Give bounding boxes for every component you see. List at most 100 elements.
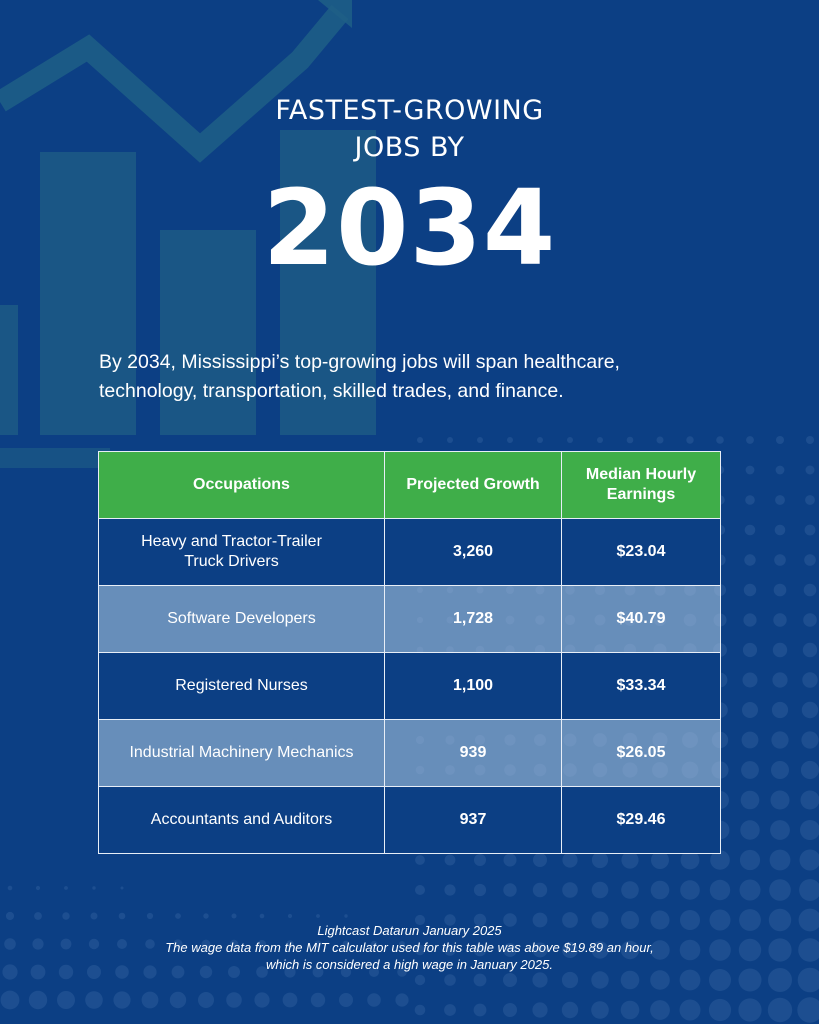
decor-dot	[620, 970, 640, 990]
decor-dot	[769, 849, 791, 871]
decor-dot	[287, 913, 293, 919]
decor-arrow-head	[318, 0, 352, 28]
decor-dot	[686, 436, 694, 444]
decor-dot	[169, 991, 187, 1009]
decor-dot	[680, 910, 700, 930]
decor-dot	[32, 938, 44, 950]
decor-dot	[679, 999, 701, 1021]
decor-dot	[414, 944, 426, 956]
decor-dot	[562, 942, 578, 958]
decor-dot	[621, 911, 639, 929]
decor-dot	[768, 938, 792, 962]
decor-dot	[767, 997, 793, 1023]
footer-source: Lightcast Datarun January 2025	[317, 923, 502, 938]
decor-dot	[621, 881, 639, 899]
decor-dot	[88, 938, 100, 950]
decor-dot	[367, 993, 381, 1007]
decor-dot	[776, 436, 784, 444]
decor-dot	[370, 940, 378, 948]
decor-dot	[173, 939, 183, 949]
decor-dot	[503, 913, 517, 927]
decor-dot	[0, 990, 20, 1010]
decor-band	[0, 448, 110, 468]
decor-dot	[739, 909, 761, 931]
decor-bar	[280, 130, 376, 435]
decor-dot	[620, 940, 640, 960]
decor-dot	[503, 883, 517, 897]
decor-dot	[799, 849, 819, 871]
decor-dot	[60, 938, 72, 950]
column-header-projected-growth: Projected Growth	[384, 451, 562, 519]
decor-dot	[203, 913, 209, 919]
decor-dot	[145, 939, 155, 949]
decor-dot	[771, 701, 789, 719]
decor-dot	[621, 851, 639, 869]
decor-dot	[650, 940, 670, 960]
decor-dot	[738, 968, 762, 992]
decor-dot	[532, 912, 548, 928]
decor-dot	[561, 971, 579, 989]
decor-dot	[591, 881, 609, 899]
decor-dot	[444, 1004, 456, 1016]
footer-note-line-2: which is considered a high wage in Janua…	[266, 957, 553, 972]
cell-earnings: $23.04	[561, 518, 721, 586]
decor-dot	[64, 886, 68, 890]
decor-dot	[5, 911, 15, 921]
decor-dot	[770, 790, 790, 810]
decor-dot	[284, 966, 296, 978]
decor-dot	[417, 437, 423, 443]
decor-dot	[259, 913, 265, 919]
table-row: Accountants and Auditors 937 $29.46	[98, 786, 721, 854]
decor-dot	[444, 884, 456, 896]
decor-dot	[716, 436, 724, 444]
decor-dot	[739, 879, 761, 901]
decor-dot	[447, 437, 453, 443]
decor-dot	[503, 943, 517, 957]
decor-bar	[160, 230, 256, 435]
decor-dot	[772, 672, 788, 688]
decor-dot	[444, 974, 456, 986]
decor-dot	[286, 940, 294, 948]
decor-dot	[254, 992, 270, 1008]
decor-dot	[310, 992, 326, 1008]
cell-occupation: Software Developers	[98, 585, 385, 653]
decor-dot	[344, 914, 348, 918]
decor-dot	[738, 998, 762, 1022]
decor-dot	[85, 991, 103, 1009]
decor-dot	[117, 939, 127, 949]
decor-dot	[444, 944, 456, 956]
decor-dot	[738, 938, 762, 962]
decor-dot	[395, 993, 409, 1007]
decor-dot	[258, 940, 266, 948]
decor-dot	[90, 912, 98, 920]
decor-dot	[62, 912, 70, 920]
column-header-median-hourly-earnings: Median Hourly Earnings	[561, 451, 721, 519]
decor-dot	[7, 885, 13, 891]
decor-dot	[473, 883, 487, 897]
decor-dot	[805, 495, 815, 505]
decor-dot	[146, 912, 154, 920]
cell-growth: 937	[384, 786, 562, 854]
cell-earnings: $33.34	[561, 652, 721, 720]
decor-dot	[113, 991, 131, 1009]
decor-bar	[40, 152, 136, 435]
decor-dot	[804, 524, 816, 536]
decor-dot	[768, 908, 792, 932]
decor-dot	[226, 992, 242, 1008]
decor-dot	[800, 790, 819, 810]
decor-dot	[806, 436, 814, 444]
decor-dot	[591, 1001, 609, 1019]
decor-dot	[507, 437, 513, 443]
decor-dot	[533, 853, 547, 867]
decor-dot	[316, 914, 320, 918]
cell-growth: 1,728	[384, 585, 562, 653]
decor-dot	[650, 880, 670, 900]
decor-dot	[740, 820, 760, 840]
decor-dot	[92, 886, 96, 890]
decor-dot	[369, 967, 379, 977]
decor-dot	[805, 465, 815, 475]
title-line-2: JOBS BY	[354, 132, 465, 163]
decor-dot	[797, 967, 819, 993]
decor-dot	[775, 465, 785, 475]
decor-dot	[801, 701, 819, 719]
